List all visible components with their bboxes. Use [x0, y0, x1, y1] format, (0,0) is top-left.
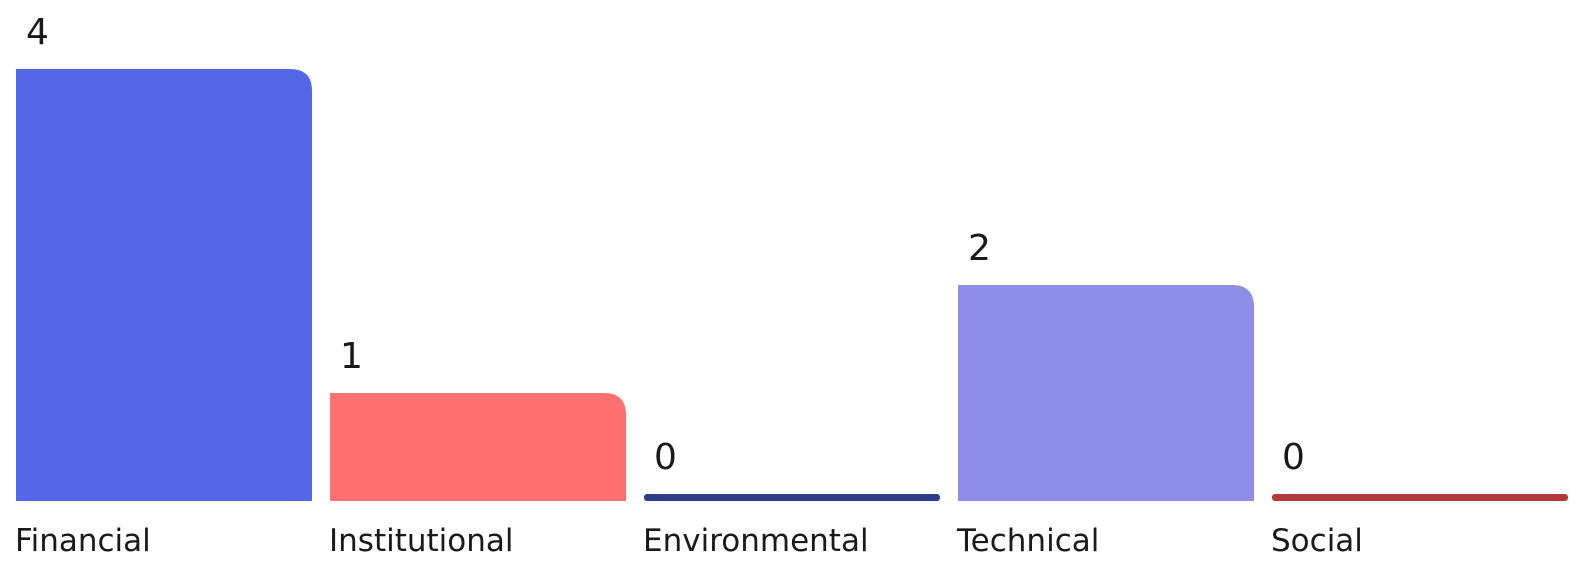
value-label-social: 0	[1282, 437, 1305, 478]
category-label-financial: Financial	[15, 523, 151, 559]
category-label-technical: Technical	[956, 523, 1099, 559]
bar-social	[1272, 494, 1568, 501]
bar-institutional	[330, 393, 626, 501]
category-label-environmental: Environmental	[643, 523, 869, 559]
value-label-institutional: 1	[340, 336, 363, 377]
bar-environmental	[644, 494, 940, 501]
value-label-technical: 2	[968, 228, 991, 269]
value-label-environmental: 0	[654, 437, 677, 478]
category-labels-group: Financial Institutional Environmental Techn…	[15, 523, 1363, 559]
bars-group	[16, 69, 1568, 501]
value-label-financial: 4	[26, 12, 49, 53]
value-labels-group: 4 1 0 2 0	[26, 12, 1305, 478]
category-label-institutional: Institutional	[329, 523, 514, 559]
bar-financial	[16, 69, 312, 501]
bar-technical	[958, 285, 1254, 501]
category-label-social: Social	[1271, 523, 1363, 559]
